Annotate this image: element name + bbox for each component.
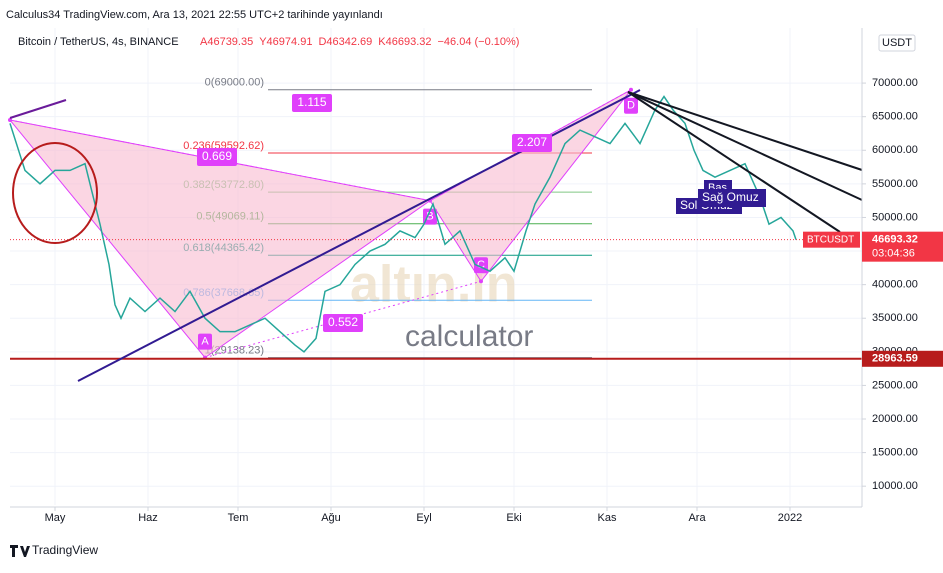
fib-label: 0(69000.00) — [205, 77, 264, 89]
circle-drawing — [12, 142, 98, 244]
label-box — [698, 189, 766, 207]
y-tick-label: 15000.00 — [872, 447, 918, 459]
ratio-box — [197, 148, 237, 166]
point-label: A — [201, 336, 209, 348]
ratio-labels: 1.115 0.669 2.207 0.552 — [197, 94, 552, 332]
ohlc: A46739.35 Y46974.91 D46342.69 K46693.32 −46.… — [200, 36, 519, 48]
y-tick-label: 70000.00 — [872, 77, 918, 89]
footer: TradingView — [32, 543, 98, 557]
point-box — [423, 208, 437, 225]
ohlc-value: Y46974.91 — [259, 36, 312, 48]
price-tag — [862, 231, 943, 262]
ratio-label: 2.207 — [517, 135, 547, 149]
ratio-box — [292, 94, 332, 112]
ohlc-value: A46739.35 — [200, 36, 253, 48]
watermark-text: calculator — [405, 320, 533, 353]
right-shoulder-label: Sağ Omuz — [702, 190, 759, 204]
ratio-label: 0.669 — [202, 149, 232, 163]
x-tick-label: Eki — [506, 512, 521, 524]
y-tick-label: 20000.00 — [872, 413, 918, 425]
currency-box — [878, 34, 916, 52]
x-tick-label: Eyl — [416, 512, 431, 524]
x-tick-label: Ara — [688, 512, 706, 524]
ohlc-value: D46342.69 — [318, 36, 372, 48]
trendlines — [627, 91, 863, 233]
countdown-label: 03:04:36 — [872, 248, 915, 260]
x-tick-label: Haz — [138, 512, 158, 524]
ohlc-value: K46693.32 — [378, 36, 431, 48]
y-tick-label: 50000.00 — [872, 211, 918, 223]
symbol-label: BTCUSDT — [807, 234, 854, 245]
x-tick-label: Ağu — [321, 512, 341, 524]
ratio-label: 0.552 — [328, 315, 358, 329]
trendline — [9, 99, 67, 119]
point-label: D — [627, 100, 635, 112]
pattern-point — [629, 87, 633, 92]
y-tick-label: 25000.00 — [872, 379, 918, 391]
ratio-box — [323, 314, 363, 332]
ratio-label: 1.115 — [297, 95, 326, 109]
y-tick-label: 40000.00 — [872, 279, 918, 291]
pattern-point — [8, 118, 12, 123]
last-price-label: 46693.32 — [872, 234, 918, 246]
y-tick-label: 55000.00 — [872, 178, 918, 190]
trendline — [627, 91, 863, 201]
y-tick-label: 35000.00 — [872, 312, 918, 324]
trendline — [627, 91, 841, 233]
support-tag — [862, 350, 943, 367]
point-box — [624, 97, 638, 114]
point-box — [198, 333, 212, 350]
x-tick-label: Kas — [598, 512, 617, 524]
ratio-box — [512, 134, 552, 152]
x-tick-label: May — [45, 512, 66, 524]
y-tick-label: 60000.00 — [872, 144, 918, 156]
pattern-dotted — [9, 89, 632, 202]
pattern-point — [479, 279, 483, 284]
x-tick-label: 2022 — [778, 512, 802, 524]
y-tick-label: 65000.00 — [872, 111, 918, 123]
logo — [10, 545, 30, 557]
x-tick-label: Tem — [228, 512, 249, 524]
publisher: Calculus34 TradingView.com, Ara 13, 2021… — [6, 9, 383, 21]
trendline — [627, 91, 863, 171]
shoulder-labels: Baş Sol Omuz Sağ Omuz — [676, 180, 766, 214]
support-label: 28963.59 — [872, 353, 918, 365]
point-label: C — [477, 259, 485, 271]
ohlc-value: −46.04 (−0.10%) — [437, 36, 519, 48]
axes: 10000.0015000.0020000.0025000.0030000.00… — [45, 77, 943, 524]
currency: USDT — [882, 37, 912, 49]
price-line — [9, 95, 797, 353]
point-label: B — [426, 211, 433, 223]
y-tick-label: 10000.00 — [872, 480, 918, 492]
symbol: Bitcoin / TetherUS, 4s, BINANCE — [18, 36, 179, 48]
symbol-tag — [803, 231, 860, 248]
